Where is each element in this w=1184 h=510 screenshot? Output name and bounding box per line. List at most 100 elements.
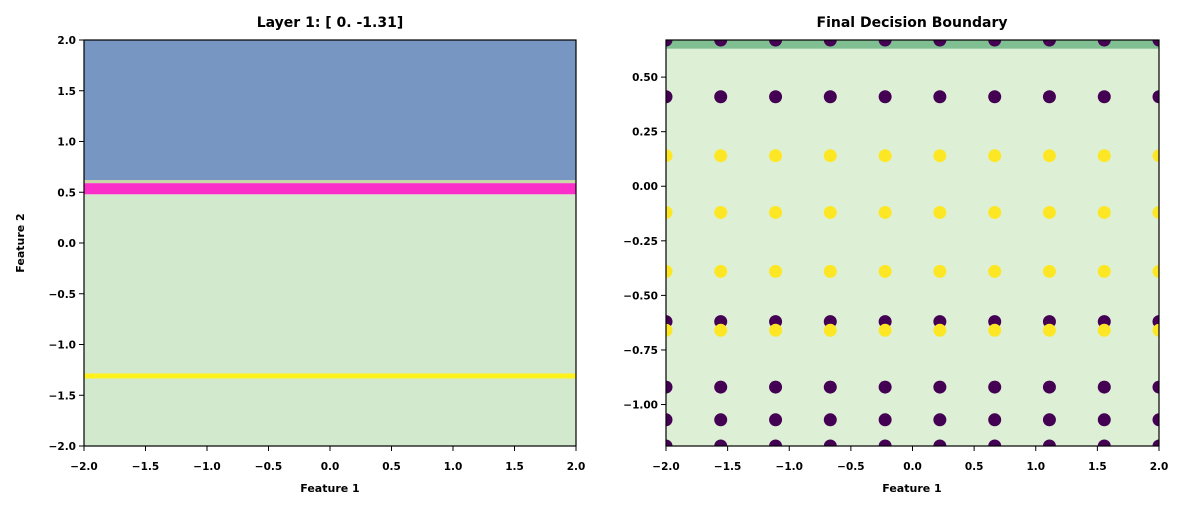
final-boundary-point-class0 <box>666 439 673 446</box>
final-boundary-point-class1 <box>1152 323 1159 337</box>
final-boundary-point-class0 <box>1097 40 1111 47</box>
final-boundary-point-class1 <box>878 149 892 163</box>
final-boundary-point-class1 <box>878 264 892 278</box>
final-boundary-point-class1 <box>1042 205 1056 219</box>
final-boundary-point-class0 <box>988 439 1002 446</box>
final-boundary-y-tick-label: 0.25 <box>632 127 658 139</box>
layer1-y-tick-label: −1.0 <box>49 340 76 352</box>
final-boundary-point-class0 <box>769 380 783 394</box>
final-boundary-x-tick-label: 1.0 <box>1026 461 1045 473</box>
layer1-x-tick-label: −0.5 <box>255 461 282 473</box>
final-boundary-point-class1 <box>823 323 837 337</box>
final-boundary-x-tick-label: 0.0 <box>903 461 922 473</box>
final-boundary-point-class1 <box>988 264 1002 278</box>
layer1-x-tick-label: 1.0 <box>444 461 463 473</box>
final-boundary-point-class1 <box>933 264 947 278</box>
final-boundary-point-class0 <box>878 380 892 394</box>
layer1-x-axis-label: Feature 1 <box>300 482 359 495</box>
final-boundary-point-class1 <box>1097 149 1111 163</box>
final-boundary-point-class1 <box>714 264 728 278</box>
final-boundary-x-tick-label: −0.5 <box>837 461 864 473</box>
final-boundary-point-class0 <box>714 380 728 394</box>
final-boundary-x-tick-label: 0.5 <box>965 461 984 473</box>
final-boundary-chart-title: Final Decision Boundary <box>817 15 1008 31</box>
layer1-y-tick-label: 1.0 <box>57 137 76 149</box>
final-boundary-x-tick-label: 1.5 <box>1088 461 1107 473</box>
final-boundary-region-0 <box>666 48 1159 446</box>
layer1-x-tick-label: 2.0 <box>567 461 586 473</box>
final-boundary-point-class1 <box>666 149 673 163</box>
final-boundary-point-class1 <box>988 205 1002 219</box>
final-boundary-point-class1 <box>1152 149 1159 163</box>
final-boundary-point-class1 <box>1152 264 1159 278</box>
final-boundary-point-class0 <box>988 413 1002 427</box>
final-boundary-y-tick-label: −0.50 <box>623 290 658 302</box>
final-boundary-point-class0 <box>1097 413 1111 427</box>
final-boundary-point-class1 <box>878 323 892 337</box>
final-boundary-point-class0 <box>933 439 947 446</box>
layer1-y-tick-label: 0.5 <box>57 187 76 199</box>
layer1-y-tick-label: −1.5 <box>49 390 76 402</box>
final-boundary-point-class1 <box>769 205 783 219</box>
final-boundary-point-class0 <box>666 380 673 394</box>
final-boundary-point-class1 <box>933 323 947 337</box>
final-boundary-point-class0 <box>1152 413 1159 427</box>
layer1-x-tick-label: 0.0 <box>321 461 340 473</box>
final-boundary-x-tick-label: 2.0 <box>1150 461 1169 473</box>
final-boundary-point-class0 <box>1042 439 1056 446</box>
final-boundary-point-class1 <box>769 323 783 337</box>
final-boundary-point-class1 <box>714 323 728 337</box>
layer1-x-tick-label: −1.0 <box>193 461 220 473</box>
layer1-region-1 <box>84 183 576 195</box>
layer1-x-tick-label: 1.5 <box>505 461 524 473</box>
final-boundary-point-class1 <box>666 323 673 337</box>
final-boundary-point-class1 <box>1097 205 1111 219</box>
final-boundary-point-class0 <box>714 40 728 47</box>
final-boundary-y-tick-label: −0.25 <box>623 236 658 248</box>
final-boundary-x-tick-label: −1.5 <box>714 461 741 473</box>
final-boundary-point-class0 <box>988 40 1002 47</box>
final-boundary-point-class0 <box>1152 90 1159 104</box>
final-boundary-point-class0 <box>823 380 837 394</box>
final-boundary-point-class1 <box>823 205 837 219</box>
final-boundary-point-class1 <box>988 323 1002 337</box>
layer1-chart-title: Layer 1: [ 0. -1.31] <box>257 15 404 31</box>
final-boundary-point-class0 <box>1097 90 1111 104</box>
final-boundary-point-class0 <box>933 413 947 427</box>
final-boundary-x-tick-label: −2.0 <box>652 461 679 473</box>
final-boundary-point-class0 <box>933 40 947 47</box>
layer1-y-axis-label: Feature 2 <box>14 213 27 272</box>
final-boundary-point-class1 <box>1152 205 1159 219</box>
final-boundary-point-class0 <box>878 439 892 446</box>
layer1-x-tick-label: −1.5 <box>132 461 159 473</box>
final-boundary-point-class0 <box>666 413 673 427</box>
final-boundary-point-class1 <box>714 149 728 163</box>
final-boundary-y-tick-label: 0.00 <box>632 181 658 193</box>
layer1-y-tick-label: −0.5 <box>49 289 76 301</box>
final-boundary-y-tick-label: −0.75 <box>623 345 658 357</box>
final-boundary-x-axis-label: Feature 1 <box>882 482 941 495</box>
final-boundary-point-class0 <box>1152 439 1159 446</box>
final-boundary-point-class0 <box>666 90 673 104</box>
final-boundary-point-class1 <box>1042 323 1056 337</box>
final-boundary-point-class0 <box>1042 380 1056 394</box>
final-boundary-point-class0 <box>988 90 1002 104</box>
final-boundary-point-class0 <box>714 90 728 104</box>
layer1-chart: Layer 1: [ 0. -1.31] Feature 1 Feature 2… <box>14 15 585 495</box>
final-boundary-point-class0 <box>988 380 1002 394</box>
final-boundary-point-class0 <box>714 413 728 427</box>
final-boundary-point-class0 <box>823 413 837 427</box>
layer1-region-0 <box>84 194 576 446</box>
final-boundary-point-class0 <box>823 40 837 47</box>
final-boundary-point-class0 <box>769 90 783 104</box>
final-boundary-point-class0 <box>1042 40 1056 47</box>
final-boundary-point-class0 <box>823 90 837 104</box>
final-boundary-region-1 <box>666 40 1159 49</box>
final-boundary-point-class0 <box>1152 380 1159 394</box>
layer1-region-3 <box>84 40 576 181</box>
layer1-y-tick-label: 2.0 <box>57 35 76 47</box>
layer1-y-tick-label: 1.5 <box>57 86 76 98</box>
final-boundary-point-class1 <box>714 205 728 219</box>
final-boundary-point-class0 <box>1152 40 1159 47</box>
